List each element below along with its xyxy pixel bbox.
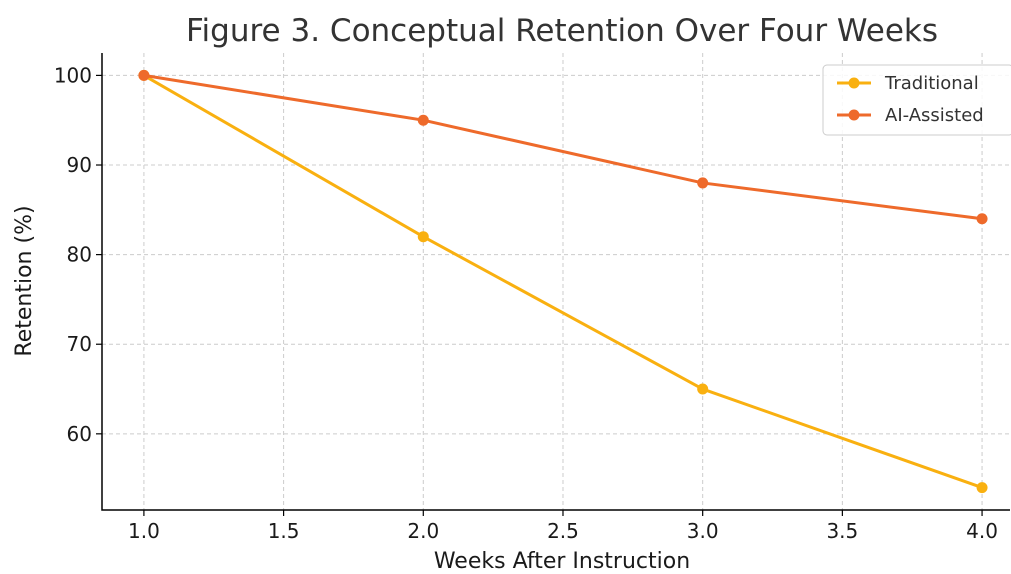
legend: Traditional AI-Assisted	[822, 64, 1011, 136]
x-tick-label: 4.0	[966, 519, 998, 543]
data-point-1-0	[138, 69, 150, 81]
data-point-0-1	[417, 231, 429, 243]
legend-swatch-marker	[848, 77, 860, 89]
data-point-1-3	[976, 213, 988, 225]
x-axis-label: Weeks After Instruction	[434, 549, 690, 574]
data-point-0-2	[697, 383, 709, 395]
legend-swatch-marker	[848, 109, 860, 121]
series-line-1	[143, 73, 983, 221]
y-tick-label: 60	[67, 422, 92, 446]
data-point-1-2	[697, 177, 709, 189]
data-point-1-1	[417, 114, 429, 126]
y-tick-label: 90	[67, 153, 92, 177]
chart-title: Figure 3. Conceptual Retention Over Four…	[186, 13, 938, 49]
y-tick-label: 80	[67, 243, 92, 267]
legend-label: Traditional	[884, 73, 979, 94]
y-tick-label: 70	[67, 332, 92, 356]
series-layer	[138, 69, 988, 494]
x-tick-label: 3.0	[687, 519, 719, 543]
data-point-0-3	[976, 482, 988, 494]
axes: 1.0 1.5 2.0 2.5 3.0 3.5 4.0 60 70 80 90 100	[54, 53, 1010, 543]
series-line-0	[143, 74, 983, 490]
x-tick-label: 3.5	[826, 519, 858, 543]
axis-spines	[101, 53, 1010, 511]
x-tick-label: 1.0	[128, 519, 160, 543]
y-tick-label: 100	[54, 63, 92, 87]
x-tick-label: 2.5	[547, 519, 579, 543]
legend-label: AI-Assisted	[885, 105, 984, 126]
x-tick-label: 1.5	[268, 519, 300, 543]
x-tick-label: 2.0	[407, 519, 439, 543]
y-axis-label: Retention (%)	[12, 205, 37, 356]
